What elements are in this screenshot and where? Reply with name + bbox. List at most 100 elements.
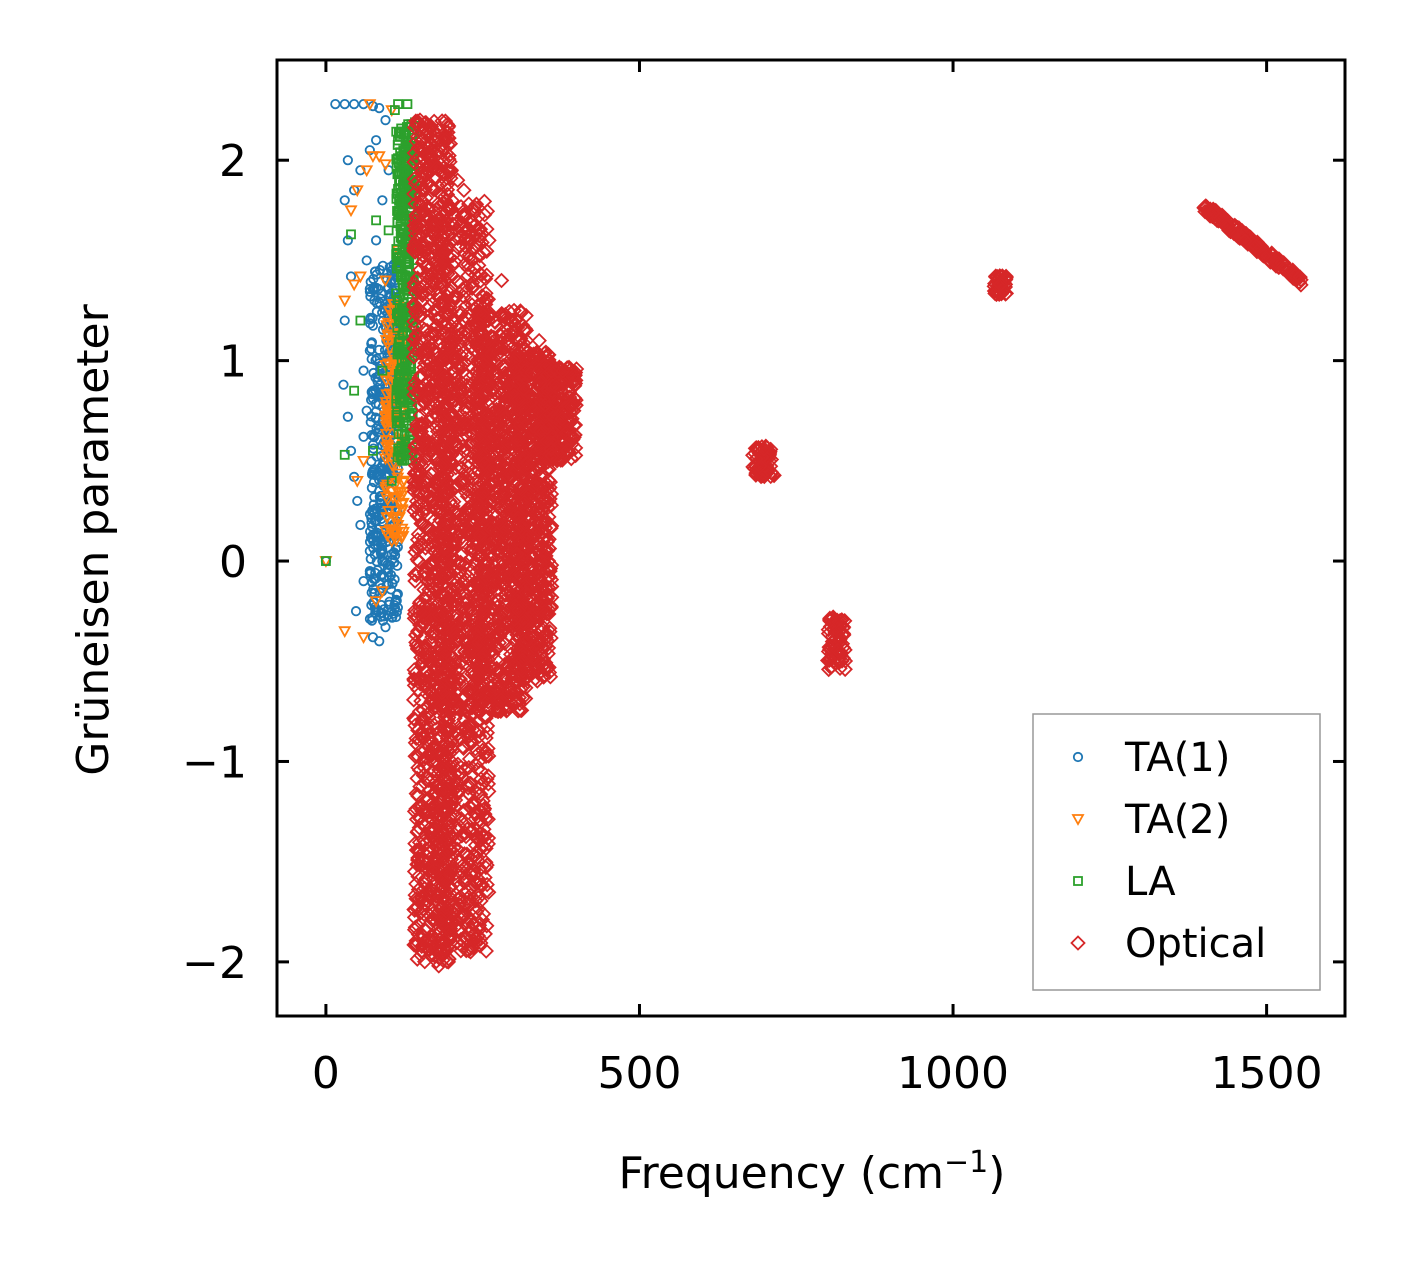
data-point-optical <box>433 698 450 714</box>
data-point-optical <box>434 534 451 550</box>
data-point-la <box>394 379 404 390</box>
data-point-optical <box>506 424 522 440</box>
data-point-ta-2- <box>344 205 358 218</box>
data-point-la <box>371 215 381 226</box>
data-point-optical <box>417 518 434 535</box>
data-point-optical <box>453 547 469 564</box>
data-point-optical <box>442 303 458 319</box>
data-point-optical <box>540 481 557 498</box>
data-point-optical <box>473 893 489 909</box>
data-point-optical <box>524 550 541 567</box>
data-point-optical <box>414 163 430 180</box>
data-point-optical <box>406 275 423 292</box>
data-point-optical <box>507 695 524 711</box>
data-point-optical <box>415 505 431 521</box>
data-point-optical <box>450 321 467 337</box>
data-point-optical <box>439 177 455 193</box>
data-point-optical <box>448 661 465 677</box>
data-point-optical <box>435 255 452 271</box>
data-point-optical <box>465 917 481 933</box>
data-point-ta-2- <box>381 338 395 351</box>
data-point-ta-1- <box>368 469 380 481</box>
data-point-ta-2- <box>381 317 395 330</box>
data-point-optical <box>412 302 428 318</box>
data-point-optical <box>478 267 495 284</box>
data-point-la <box>321 556 331 566</box>
data-point-optical <box>474 564 490 581</box>
data-point-ta-2- <box>385 536 399 548</box>
data-point-la <box>392 322 403 333</box>
data-point-optical <box>436 440 453 457</box>
data-point-optical <box>476 455 493 472</box>
data-point-optical <box>448 353 465 369</box>
data-point-optical <box>487 474 504 491</box>
data-point-ta-1- <box>365 417 376 428</box>
data-point-optical <box>478 290 495 307</box>
data-point-optical <box>452 730 468 747</box>
data-point-optical <box>444 624 461 640</box>
data-point-optical <box>442 855 459 871</box>
data-point-la <box>383 225 394 236</box>
data-point-optical <box>516 515 533 532</box>
data-point-optical <box>408 567 425 584</box>
data-point-optical <box>409 737 426 753</box>
data-point-la <box>391 244 402 254</box>
data-point-optical <box>412 778 428 795</box>
data-point-optical <box>406 503 422 519</box>
data-point-optical <box>485 492 501 509</box>
data-point-ta-1- <box>390 611 402 623</box>
data-point-optical <box>441 951 457 968</box>
data-point-optical <box>506 409 523 426</box>
data-point-optical <box>407 544 423 560</box>
data-point-optical <box>413 943 430 960</box>
data-point-optical <box>417 207 434 223</box>
data-point-optical <box>450 358 467 374</box>
data-point-optical <box>473 776 490 792</box>
data-point-la <box>394 195 405 206</box>
data-point-optical <box>411 455 428 472</box>
data-point-optical <box>449 436 465 453</box>
data-point-optical <box>420 769 436 786</box>
data-point-optical <box>514 373 530 390</box>
data-point-optical <box>437 483 454 499</box>
data-point-optical <box>436 880 453 897</box>
data-point-optical <box>475 484 491 501</box>
data-point-la <box>393 99 403 109</box>
data-point-optical <box>523 578 540 595</box>
data-point-optical <box>500 699 517 715</box>
data-point-optical <box>460 256 476 273</box>
data-point-ta-2- <box>347 279 361 292</box>
data-point-optical <box>472 931 489 947</box>
data-point-optical <box>527 651 544 667</box>
data-point-optical <box>478 463 494 479</box>
data-point-optical <box>524 572 540 588</box>
data-point-ta-1- <box>369 492 380 503</box>
data-point-la <box>398 327 409 338</box>
data-point-ta-1- <box>370 567 381 579</box>
data-point-la <box>397 275 408 286</box>
data-point-la <box>391 393 402 404</box>
data-point-optical <box>469 761 486 778</box>
data-point-optical <box>508 402 525 419</box>
data-point-ta-1- <box>374 103 385 114</box>
data-point-ta-1- <box>366 386 377 398</box>
data-point-optical <box>450 786 466 802</box>
data-point-optical <box>413 284 430 301</box>
data-point-optical <box>423 466 440 483</box>
data-point-optical <box>495 404 512 420</box>
data-point-optical <box>517 630 534 647</box>
data-point-optical <box>467 724 484 741</box>
data-point-ta-1- <box>367 385 379 396</box>
data-point-optical <box>511 588 528 604</box>
series-optical <box>405 112 1309 974</box>
data-point-optical <box>516 494 533 510</box>
data-point-ta-2- <box>395 490 409 503</box>
data-point-optical <box>458 871 474 888</box>
data-point-optical <box>438 357 454 373</box>
data-point-optical <box>498 586 515 603</box>
data-point-optical <box>416 872 433 889</box>
data-point-optical <box>524 404 540 421</box>
data-point-optical <box>408 451 425 468</box>
data-point-optical <box>416 474 432 490</box>
data-point-optical <box>494 622 510 639</box>
